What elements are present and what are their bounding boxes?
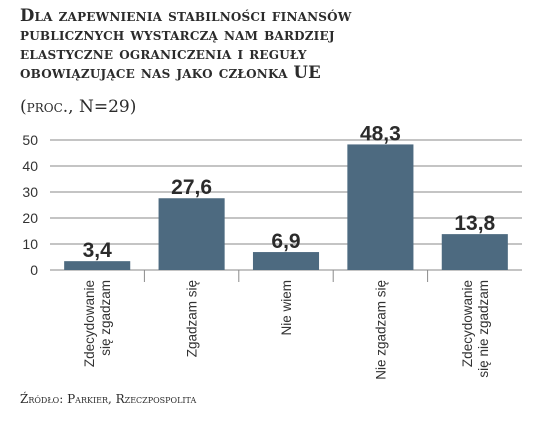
data-label: 48,3 [360, 122, 401, 145]
x-tick-label: Nie zgadzam się [373, 280, 388, 380]
data-label: 13,8 [454, 212, 495, 235]
x-tick-label: się nie zgadzam [476, 280, 491, 378]
y-tick-label: 20 [22, 210, 38, 226]
bar [441, 234, 508, 270]
data-label: 6,9 [271, 230, 300, 253]
x-tick-label: Nie wiem [279, 280, 294, 336]
title-line-3: elastyczne ograniczenia i reguły [20, 44, 307, 63]
x-tick-label: się zgadzam [98, 280, 113, 356]
bar [64, 261, 131, 270]
source-note: Źródło: Parkier, Rzeczpospolita [20, 392, 197, 406]
title-line-2: publicznych wystarczą nam bardziej [20, 25, 335, 44]
x-tick-label: Zdecydowanie [460, 280, 475, 367]
bar [158, 198, 225, 270]
x-tick-label: Zdecydowanie [82, 280, 97, 367]
y-tick-label: 40 [22, 158, 38, 174]
y-tick-label: 0 [30, 262, 38, 278]
bar [252, 252, 320, 270]
title-line-4: obowiązujące nas jako członka UE [20, 63, 321, 82]
y-tick-label: 30 [22, 184, 38, 200]
x-tick-label: Zgadzam się [185, 280, 200, 357]
title-line-1: Dla zapewnienia stabilności finansów [20, 6, 352, 25]
chart-subtitle: (proc., N=29) [20, 97, 137, 117]
y-tick-label: 10 [22, 236, 38, 252]
bar [347, 144, 414, 270]
chart-title: Dla zapewnienia stabilności finansów pub… [20, 6, 525, 82]
data-label: 27,6 [171, 176, 212, 199]
y-tick-label: 50 [22, 132, 38, 148]
data-label: 3,4 [83, 239, 113, 262]
